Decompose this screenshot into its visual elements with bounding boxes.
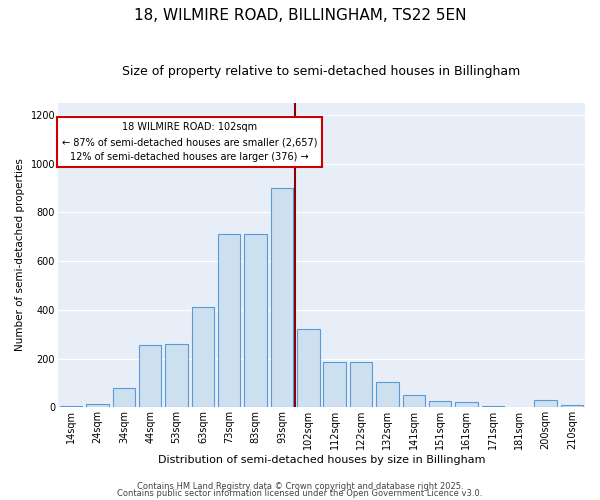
Bar (297, 330, 320, 407)
Bar (323, 362, 346, 408)
Bar (139, 345, 161, 408)
Bar (534, 400, 557, 407)
X-axis label: Distribution of semi-detached houses by size in Billingham: Distribution of semi-detached houses by … (158, 455, 485, 465)
Text: 18, WILMIRE ROAD, BILLINGHAM, TS22 5EN: 18, WILMIRE ROAD, BILLINGHAM, TS22 5EN (134, 8, 466, 22)
Bar (429, 401, 451, 407)
Bar (455, 402, 478, 407)
Text: Contains HM Land Registry data © Crown copyright and database right 2025.: Contains HM Land Registry data © Crown c… (137, 482, 463, 491)
Text: 18 WILMIRE ROAD: 102sqm
← 87% of semi-detached houses are smaller (2,657)
12% of: 18 WILMIRE ROAD: 102sqm ← 87% of semi-de… (62, 122, 317, 162)
Bar (560, 405, 583, 407)
Title: Size of property relative to semi-detached houses in Billingham: Size of property relative to semi-detach… (122, 65, 521, 78)
Bar (482, 406, 504, 407)
Bar (60, 406, 82, 407)
Bar (218, 234, 241, 408)
Bar (113, 388, 135, 407)
Bar (191, 308, 214, 408)
Y-axis label: Number of semi-detached properties: Number of semi-detached properties (15, 158, 25, 352)
Bar (86, 404, 109, 407)
Bar (271, 188, 293, 408)
Bar (244, 234, 267, 408)
Bar (403, 395, 425, 407)
Text: Contains public sector information licensed under the Open Government Licence v3: Contains public sector information licen… (118, 489, 482, 498)
Bar (350, 362, 372, 408)
Bar (376, 382, 398, 407)
Bar (166, 344, 188, 408)
